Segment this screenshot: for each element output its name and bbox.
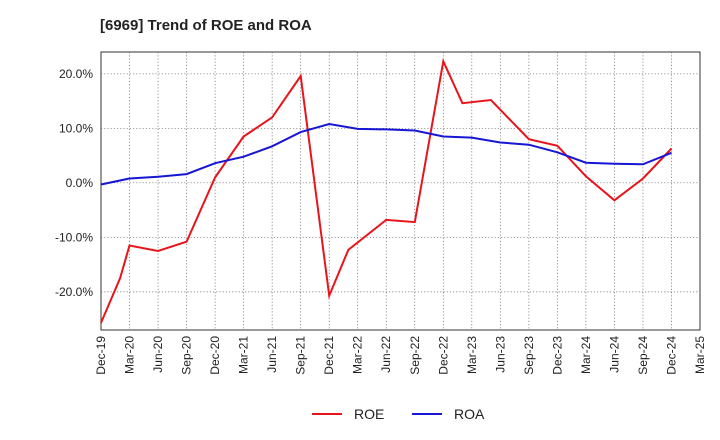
x-tick-label: Mar-25 [693, 336, 707, 374]
x-tick-label: Mar-22 [351, 336, 365, 374]
horizontal-gridlines [101, 73, 700, 293]
x-tick-label: Dec-24 [664, 336, 678, 375]
x-tick-label: Jun-23 [493, 336, 507, 373]
x-tick-label: Jun-22 [379, 336, 393, 373]
x-tick-label: Mar-21 [237, 336, 251, 374]
x-tick-label: Mar-24 [579, 336, 593, 374]
x-tick-label: Sep-20 [180, 336, 194, 375]
y-tick-label: 10.0% [59, 121, 93, 135]
x-tick-label: Sep-23 [522, 336, 536, 375]
x-tick-label: Dec-20 [208, 336, 222, 375]
y-tick-labels: 20.0% 10.0% 0.0% -10.0% -20.0% [55, 67, 93, 299]
x-tick-label: Sep-21 [294, 336, 308, 375]
roe-line [100, 57, 673, 324]
x-tick-label: Sep-22 [408, 336, 422, 375]
chart-title: [6969] Trend of ROE and ROA [100, 17, 312, 34]
y-tick-label: -10.0% [55, 230, 93, 244]
y-tick-label: -20.0% [55, 285, 93, 299]
x-tick-label: Sep-24 [636, 336, 650, 375]
legend-label-roa: ROA [454, 406, 485, 422]
x-tick-labels: Dec-19 Mar-20 Jun-20 Sep-20 Dec-20 Mar-21 Jun-… [94, 336, 707, 375]
series-lines [100, 57, 673, 324]
plot-area [100, 51, 701, 331]
y-tick-label: 20.0% [59, 67, 93, 81]
x-tick-label: Mar-20 [123, 336, 137, 374]
x-tick-label: Dec-22 [436, 336, 450, 375]
legend-label-roe: ROE [354, 406, 384, 422]
roa-line [100, 122, 672, 186]
x-tick-label: Mar-23 [465, 336, 479, 374]
x-tick-label: Dec-23 [550, 336, 564, 375]
x-tick-label: Dec-21 [322, 336, 336, 375]
legend: ROE ROA [312, 406, 485, 422]
y-tick-label: 0.0% [66, 176, 94, 190]
x-tick-label: Jun-21 [265, 336, 279, 373]
x-tick-label: Dec-19 [94, 336, 108, 375]
x-tick-label: Jun-24 [607, 336, 621, 373]
x-tick-label: Jun-20 [151, 336, 165, 373]
